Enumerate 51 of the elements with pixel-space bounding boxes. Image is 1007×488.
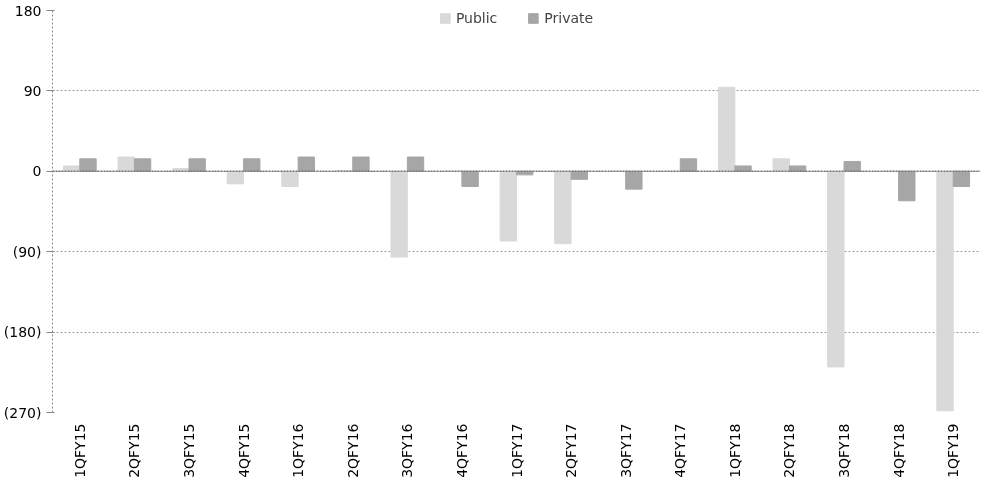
bar [734,165,752,172]
y-tick-label: (180) [3,324,42,341]
bar [936,170,954,412]
y-tick-label: 180 [14,2,42,19]
x-tick-label: 1QFY17 [508,423,525,478]
y-tick-label: (270) [3,404,42,421]
bar [243,158,261,172]
bar [772,158,790,172]
bar [390,170,408,258]
bar [898,170,916,202]
x-tick-label: 3QFY16 [399,423,416,478]
x-tick-label: 3QFY18 [836,423,853,478]
bar [679,158,698,172]
bar [188,158,206,172]
bar [570,170,588,180]
x-tick-label: 2QFY17 [563,423,580,478]
x-tick-label: 1QFY16 [290,423,307,478]
bar [554,170,572,245]
bar [625,170,643,190]
bar [352,156,370,172]
x-tick-label: 2QFY16 [344,423,361,478]
bar [788,165,807,172]
bar [827,170,845,368]
bar [133,158,152,172]
x-tick-label: 1QFY19 [945,423,962,478]
bar [461,170,479,187]
bar [406,156,425,172]
x-tick-label: 2QFY15 [126,423,143,478]
bar [297,156,316,172]
x-tick-label: 1QFY18 [726,423,743,478]
bar [843,160,861,172]
legend-label: Public [455,10,498,26]
x-tick-label: 4QFY18 [890,423,907,478]
y-tick-label: (90) [12,243,42,260]
y-tick-label: 90 [23,82,42,99]
bar [499,170,517,242]
bar [62,165,81,172]
x-tick-label: 4QFY16 [453,423,470,478]
bar [952,170,971,187]
x-tick-label: 3QFY15 [180,423,197,478]
x-tick-label: 2QFY18 [781,423,798,478]
bar [281,170,299,187]
x-tick-label: 3QFY17 [617,423,634,478]
x-tick-label: 4QFY17 [672,423,689,478]
bar [79,158,97,172]
x-tick-label: 4QFY15 [235,423,252,478]
bar [117,156,135,172]
y-tick-label: 0 [32,163,42,180]
bar [717,86,736,172]
x-tick-label: 1QFY15 [71,423,88,478]
legend-label: Private [544,10,594,26]
